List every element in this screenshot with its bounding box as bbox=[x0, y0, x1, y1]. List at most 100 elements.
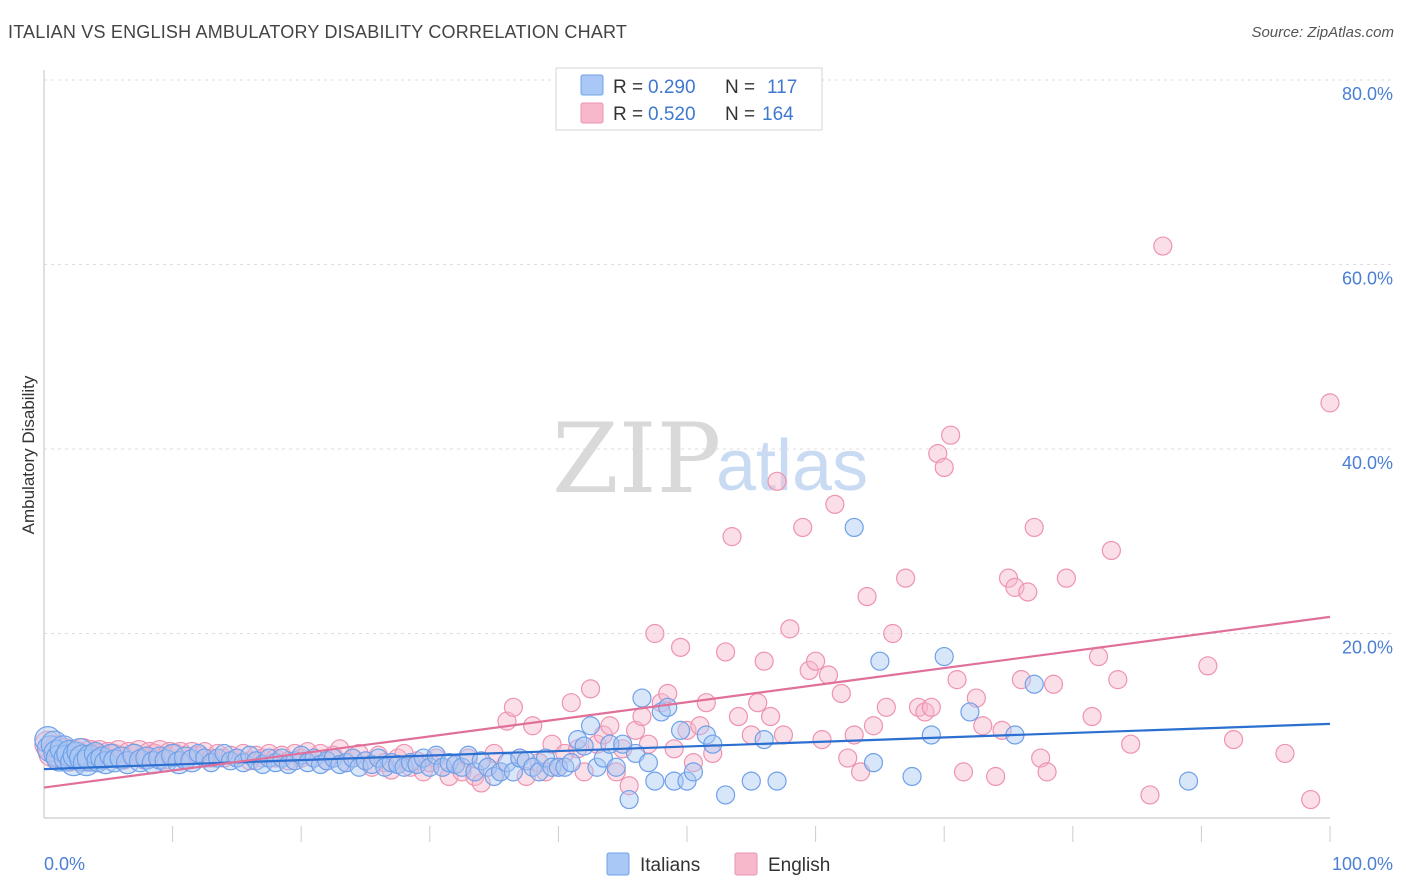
english-point bbox=[619, 776, 639, 796]
english-point bbox=[793, 517, 813, 538]
english-point bbox=[1011, 670, 1031, 690]
y-axis-label: Ambulatory Disability bbox=[19, 375, 38, 534]
english-point bbox=[934, 457, 954, 478]
y-tick-label: 40.0% bbox=[1342, 453, 1393, 473]
italians-point bbox=[715, 785, 736, 805]
italians-trend-line bbox=[43, 722, 1331, 771]
english-point bbox=[818, 665, 839, 685]
english-point bbox=[1056, 568, 1076, 588]
english-point bbox=[1101, 540, 1121, 561]
english-point bbox=[896, 568, 916, 588]
legend-n-value-italians: 117 bbox=[767, 77, 797, 98]
y-axis-tick-labels: 20.0% 40.0% 60.0% 80.0% bbox=[1342, 84, 1393, 658]
italians-point bbox=[921, 725, 941, 745]
english-point bbox=[973, 716, 993, 736]
english-point bbox=[876, 697, 896, 717]
italians-point bbox=[863, 753, 884, 773]
english-point bbox=[580, 679, 601, 699]
watermark: ZIP atlas bbox=[552, 403, 868, 515]
english-point bbox=[986, 766, 1006, 787]
english-point bbox=[947, 670, 967, 690]
x-axis-ticks bbox=[172, 826, 1331, 842]
english-point bbox=[1082, 706, 1102, 727]
italians-point bbox=[658, 697, 678, 717]
italians-point bbox=[574, 736, 594, 756]
bottom-legend-swatch-italians bbox=[606, 852, 630, 876]
english-point bbox=[767, 471, 787, 491]
english-point bbox=[921, 697, 941, 717]
english-point bbox=[1005, 577, 1025, 597]
italians-point bbox=[632, 688, 652, 708]
trend-lines bbox=[43, 615, 1331, 789]
watermark-zip: ZIP bbox=[552, 403, 721, 515]
english-point bbox=[696, 693, 716, 713]
english-points bbox=[34, 236, 1340, 810]
legend-r-value-italians: 0.290 bbox=[648, 77, 696, 98]
english-point bbox=[825, 494, 845, 514]
english-point bbox=[1140, 785, 1160, 805]
english-point bbox=[677, 720, 697, 740]
chart-source: Source: ZipAtlas.com bbox=[1251, 24, 1394, 41]
y-tick-label: 80.0% bbox=[1342, 84, 1393, 104]
italians-point bbox=[683, 762, 704, 782]
english-point bbox=[1037, 762, 1057, 782]
bottom-legend-swatch-english bbox=[734, 852, 758, 876]
english-point bbox=[1024, 517, 1044, 538]
english-point bbox=[670, 637, 691, 657]
english-point bbox=[760, 706, 781, 727]
italians-point bbox=[465, 762, 485, 782]
italians-point bbox=[960, 702, 980, 722]
english-point bbox=[1043, 674, 1064, 694]
italians-point bbox=[703, 734, 723, 754]
italians-point bbox=[619, 789, 639, 810]
legend-n-label-english: N = bbox=[725, 104, 755, 125]
english-point bbox=[1153, 236, 1173, 256]
english-point bbox=[831, 683, 851, 704]
english-point bbox=[780, 619, 800, 639]
correlation-legend: R = 0.290 N = 117 R = 0.520 N = 164 bbox=[555, 67, 823, 131]
italians-point bbox=[902, 766, 922, 787]
english-point bbox=[773, 725, 794, 745]
english-point bbox=[658, 683, 678, 704]
english-point bbox=[1088, 646, 1109, 667]
legend-r-value-english: 0.520 bbox=[648, 104, 696, 125]
italians-points bbox=[34, 517, 1199, 810]
english-point bbox=[632, 706, 652, 727]
english-point bbox=[1198, 656, 1218, 676]
italians-point bbox=[1178, 771, 1199, 791]
english-point bbox=[722, 527, 742, 547]
italians-point bbox=[439, 753, 459, 773]
gridlines bbox=[44, 79, 1393, 634]
italians-point bbox=[934, 646, 954, 667]
legend-r-label-english: R = bbox=[613, 104, 643, 125]
english-point bbox=[805, 651, 826, 671]
legend-n-value-english: 164 bbox=[762, 104, 794, 125]
italians-point bbox=[115, 751, 140, 775]
italians-point bbox=[754, 729, 774, 750]
legend-r-label-italians: R = bbox=[613, 77, 643, 98]
english-point bbox=[1301, 789, 1321, 810]
english-point bbox=[857, 586, 877, 607]
italians-point bbox=[844, 517, 864, 538]
italians-point bbox=[561, 753, 581, 773]
english-point bbox=[1275, 743, 1295, 764]
italians-point bbox=[1024, 674, 1044, 694]
italians-point bbox=[548, 757, 569, 777]
italians-point bbox=[741, 771, 761, 791]
english-point bbox=[523, 716, 543, 736]
english-point bbox=[748, 693, 768, 713]
legend-swatch-italians bbox=[580, 74, 604, 96]
chart-title: ITALIAN VS ENGLISH AMBULATORY DISABILITY… bbox=[8, 22, 628, 42]
watermark-atlas: atlas bbox=[716, 426, 868, 506]
english-point bbox=[883, 623, 903, 644]
english-point bbox=[561, 693, 581, 713]
english-point bbox=[941, 425, 961, 445]
english-point bbox=[1320, 393, 1340, 413]
english-point bbox=[953, 762, 974, 782]
english-point bbox=[1108, 670, 1128, 690]
italians-point bbox=[670, 720, 691, 740]
english-point bbox=[863, 716, 884, 736]
italians-point bbox=[645, 771, 665, 791]
english-point bbox=[728, 706, 749, 727]
